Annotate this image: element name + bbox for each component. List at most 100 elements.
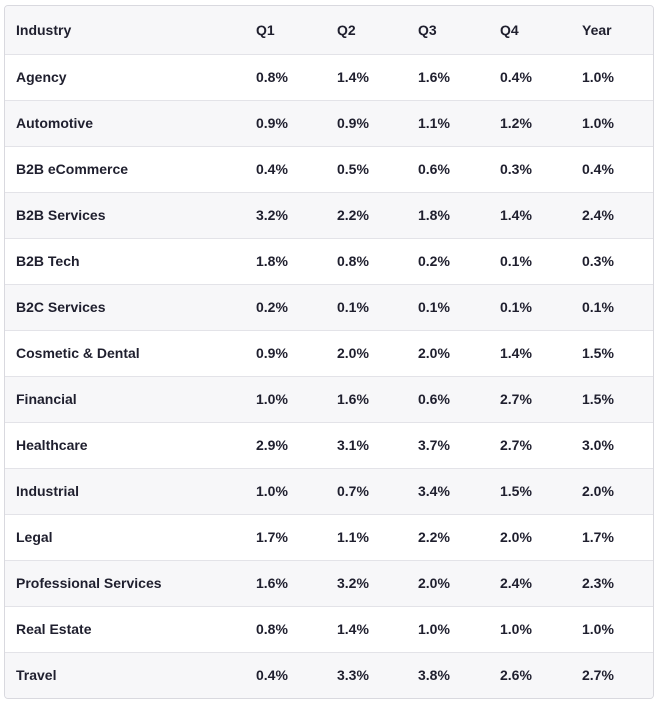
value-cell-year: 2.7% [571, 651, 653, 698]
value-cell-q3: 1.1% [407, 99, 489, 146]
table-row-agency: Agency 0.8% 1.4% 1.6% 0.4% 1.0% [5, 53, 653, 100]
table-row-real-estate: Real Estate 0.8% 1.4% 1.0% 1.0% 1.0% [5, 605, 653, 652]
value-cell-q3: 2.0% [407, 329, 489, 376]
value-cell-q2: 2.0% [326, 329, 407, 376]
column-header-industry: Industry [5, 6, 245, 54]
value-cell-q3: 1.6% [407, 53, 489, 100]
table-row-financial: Financial 1.0% 1.6% 0.6% 2.7% 1.5% [5, 375, 653, 422]
value-cell-q1: 1.0% [245, 467, 326, 514]
table-row-b2c-services: B2C Services 0.2% 0.1% 0.1% 0.1% 0.1% [5, 283, 653, 330]
industry-rates-table: Industry Q1 Q2 Q3 Q4 Year Agency 0.8% 1.4% 1.6% 0… [5, 6, 653, 698]
value-cell-q1: 0.9% [245, 99, 326, 146]
column-header-q2: Q2 [326, 6, 407, 54]
value-cell-q2: 0.9% [326, 99, 407, 146]
value-cell-q4: 0.1% [489, 283, 571, 330]
column-header-q1: Q1 [245, 6, 326, 54]
value-cell-q4: 2.7% [489, 421, 571, 468]
industry-cell: B2B Services [5, 191, 245, 238]
value-cell-q2: 0.7% [326, 467, 407, 514]
value-cell-q3: 0.1% [407, 283, 489, 330]
industry-cell: Legal [5, 513, 245, 560]
value-cell-q4: 2.7% [489, 375, 571, 422]
value-cell-q2: 3.3% [326, 651, 407, 698]
value-cell-q1: 0.4% [245, 651, 326, 698]
value-cell-q2: 3.2% [326, 559, 407, 606]
value-cell-q4: 1.0% [489, 605, 571, 652]
industry-cell: Healthcare [5, 421, 245, 468]
value-cell-q2: 2.2% [326, 191, 407, 238]
column-header-q4: Q4 [489, 6, 571, 54]
table-row-automotive: Automotive 0.9% 0.9% 1.1% 1.2% 1.0% [5, 99, 653, 146]
value-cell-q4: 1.2% [489, 99, 571, 146]
value-cell-year: 3.0% [571, 421, 653, 468]
industry-cell: Travel [5, 651, 245, 698]
value-cell-q3: 3.8% [407, 651, 489, 698]
value-cell-q4: 2.4% [489, 559, 571, 606]
data-table-container: Industry Q1 Q2 Q3 Q4 Year Agency 0.8% 1.4% 1.6% 0… [4, 5, 654, 699]
value-cell-q2: 3.1% [326, 421, 407, 468]
value-cell-q2: 0.8% [326, 237, 407, 284]
value-cell-q2: 1.6% [326, 375, 407, 422]
value-cell-q1: 2.9% [245, 421, 326, 468]
industry-cell: B2C Services [5, 283, 245, 330]
value-cell-q2: 1.4% [326, 53, 407, 100]
table-body: Agency 0.8% 1.4% 1.6% 0.4% 1.0% Automotive 0.9%… [5, 53, 653, 698]
value-cell-q3: 3.7% [407, 421, 489, 468]
value-cell-q4: 2.6% [489, 651, 571, 698]
table-row-travel: Travel 0.4% 3.3% 3.8% 2.6% 2.7% [5, 651, 653, 698]
column-header-q3: Q3 [407, 6, 489, 54]
value-cell-q4: 2.0% [489, 513, 571, 560]
value-cell-q3: 1.8% [407, 191, 489, 238]
value-cell-q4: 0.4% [489, 53, 571, 100]
value-cell-q3: 0.6% [407, 375, 489, 422]
value-cell-q3: 0.6% [407, 145, 489, 192]
value-cell-q4: 0.1% [489, 237, 571, 284]
value-cell-q2: 1.4% [326, 605, 407, 652]
value-cell-q3: 2.2% [407, 513, 489, 560]
value-cell-q3: 1.0% [407, 605, 489, 652]
industry-cell: Financial [5, 375, 245, 422]
value-cell-year: 1.5% [571, 375, 653, 422]
value-cell-q3: 2.0% [407, 559, 489, 606]
value-cell-year: 1.5% [571, 329, 653, 376]
value-cell-year: 0.1% [571, 283, 653, 330]
value-cell-q1: 1.8% [245, 237, 326, 284]
table-row-legal: Legal 1.7% 1.1% 2.2% 2.0% 1.7% [5, 513, 653, 560]
value-cell-q2: 0.1% [326, 283, 407, 330]
value-cell-q2: 1.1% [326, 513, 407, 560]
value-cell-year: 2.0% [571, 467, 653, 514]
value-cell-year: 0.4% [571, 145, 653, 192]
table-row-professional-services: Professional Services 1.6% 3.2% 2.0% 2.4% 2.3… [5, 559, 653, 606]
value-cell-q4: 1.5% [489, 467, 571, 514]
value-cell-q1: 0.9% [245, 329, 326, 376]
value-cell-q4: 0.3% [489, 145, 571, 192]
industry-cell: B2B eCommerce [5, 145, 245, 192]
value-cell-year: 1.7% [571, 513, 653, 560]
table-row-b2b-services: B2B Services 3.2% 2.2% 1.8% 1.4% 2.4% [5, 191, 653, 238]
value-cell-year: 1.0% [571, 53, 653, 100]
header-row: Industry Q1 Q2 Q3 Q4 Year [5, 6, 653, 54]
table-row-healthcare: Healthcare 2.9% 3.1% 3.7% 2.7% 3.0% [5, 421, 653, 468]
industry-cell: Industrial [5, 467, 245, 514]
industry-cell: Professional Services [5, 559, 245, 606]
value-cell-q4: 1.4% [489, 329, 571, 376]
value-cell-q1: 0.2% [245, 283, 326, 330]
value-cell-q3: 0.2% [407, 237, 489, 284]
value-cell-year: 1.0% [571, 99, 653, 146]
value-cell-q1: 1.6% [245, 559, 326, 606]
table-row-cosmetic-dental: Cosmetic & Dental 0.9% 2.0% 2.0% 1.4% 1.5% [5, 329, 653, 376]
industry-cell: Agency [5, 53, 245, 100]
industry-cell: Automotive [5, 99, 245, 146]
value-cell-q1: 0.8% [245, 53, 326, 100]
table-row-b2b-tech: B2B Tech 1.8% 0.8% 0.2% 0.1% 0.3% [5, 237, 653, 284]
value-cell-q1: 1.0% [245, 375, 326, 422]
value-cell-year: 1.0% [571, 605, 653, 652]
column-header-year: Year [571, 6, 653, 54]
industry-cell: Cosmetic & Dental [5, 329, 245, 376]
value-cell-q3: 3.4% [407, 467, 489, 514]
value-cell-q1: 1.7% [245, 513, 326, 560]
value-cell-q1: 0.4% [245, 145, 326, 192]
table-row-industrial: Industrial 1.0% 0.7% 3.4% 1.5% 2.0% [5, 467, 653, 514]
value-cell-year: 2.3% [571, 559, 653, 606]
industry-cell: Real Estate [5, 605, 245, 652]
